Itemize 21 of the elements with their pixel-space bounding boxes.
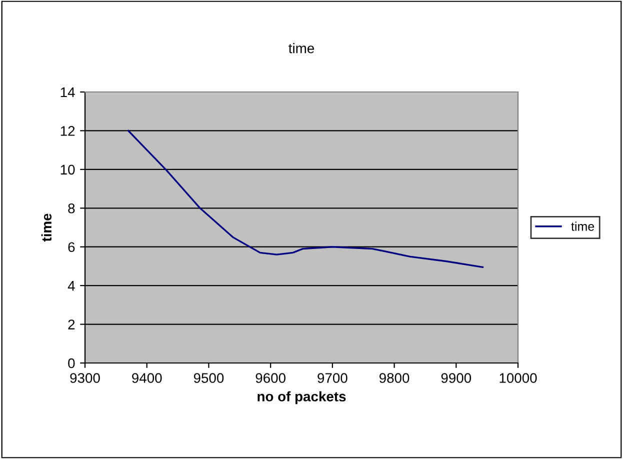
line-series — [127, 130, 484, 268]
y-tick-label: 12 — [60, 126, 75, 136]
y-tick-label: 14 — [60, 87, 75, 98]
x-tick-label: 10000 — [500, 373, 537, 383]
y-axis-title: time — [41, 214, 52, 242]
x-tick-label: 9900 — [441, 373, 472, 383]
x-tick-label: 9400 — [132, 373, 162, 383]
chart-title: time — [288, 43, 314, 54]
y-tick-label: 4 — [68, 281, 75, 291]
x-tick-label: 9800 — [379, 373, 410, 383]
y-tick-label: 2 — [68, 320, 75, 330]
y-tick-label: 6 — [68, 242, 75, 252]
y-tick-label: 0 — [68, 358, 75, 368]
x-tick-label: 9600 — [256, 373, 286, 383]
x-axis-title: no of packets — [258, 391, 346, 404]
y-tick-label: 10 — [60, 164, 75, 175]
x-tick-label: 9700 — [318, 373, 348, 383]
y-tick-label: 8 — [68, 203, 75, 214]
x-tick-label: 9300 — [70, 373, 100, 383]
legend-label: time — [571, 222, 594, 231]
x-tick-label: 9500 — [194, 373, 224, 383]
